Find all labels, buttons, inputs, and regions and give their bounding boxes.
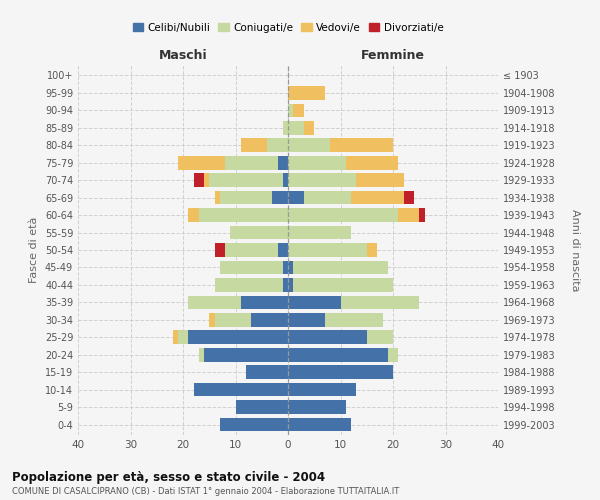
Bar <box>288 138 330 152</box>
Bar <box>215 313 251 326</box>
Legend: Celibi/Nubili, Coniugati/e, Vedovi/e, Divorziati/e: Celibi/Nubili, Coniugati/e, Vedovi/e, Di… <box>128 18 448 36</box>
Y-axis label: Anni di nascita: Anni di nascita <box>569 209 580 291</box>
Bar <box>288 208 398 222</box>
Bar <box>288 348 388 362</box>
Bar <box>215 278 283 291</box>
Bar <box>283 174 288 187</box>
Text: Maschi: Maschi <box>158 48 208 62</box>
Bar <box>367 243 377 257</box>
Bar <box>225 243 277 257</box>
Bar <box>288 156 346 170</box>
Bar <box>241 138 267 152</box>
Bar <box>325 313 383 326</box>
Bar <box>356 174 404 187</box>
Bar <box>293 278 393 291</box>
Bar <box>188 208 199 222</box>
Bar <box>283 121 288 134</box>
Bar <box>188 296 241 309</box>
Bar <box>277 156 288 170</box>
Bar <box>199 208 288 222</box>
Bar <box>398 208 419 222</box>
Bar <box>330 138 393 152</box>
Bar <box>173 330 178 344</box>
Bar <box>419 208 425 222</box>
Bar <box>267 138 288 152</box>
Bar <box>193 174 204 187</box>
Bar <box>288 330 367 344</box>
Bar <box>230 226 288 239</box>
Bar <box>288 400 346 414</box>
Bar <box>288 296 341 309</box>
Bar <box>209 313 215 326</box>
Bar <box>199 348 204 362</box>
Bar <box>178 156 225 170</box>
Bar <box>220 191 272 204</box>
Bar <box>288 174 356 187</box>
Bar <box>293 104 304 117</box>
Bar <box>204 348 288 362</box>
Bar <box>193 383 288 396</box>
Bar <box>246 366 288 379</box>
Bar <box>220 418 288 432</box>
Bar <box>251 313 288 326</box>
Bar <box>304 121 314 134</box>
Bar <box>283 260 288 274</box>
Bar <box>304 191 351 204</box>
Bar <box>283 278 288 291</box>
Bar <box>341 296 419 309</box>
Bar <box>404 191 414 204</box>
Y-axis label: Fasce di età: Fasce di età <box>29 217 39 283</box>
Bar <box>178 330 188 344</box>
Bar <box>225 156 277 170</box>
Bar <box>288 278 293 291</box>
Bar <box>388 348 398 362</box>
Bar <box>288 418 351 432</box>
Bar <box>367 330 393 344</box>
Bar <box>351 191 404 204</box>
Bar <box>288 226 351 239</box>
Bar <box>235 400 288 414</box>
Bar <box>204 174 209 187</box>
Bar <box>288 383 356 396</box>
Bar <box>288 366 393 379</box>
Text: Femmine: Femmine <box>361 48 425 62</box>
Bar <box>293 260 388 274</box>
Bar <box>277 243 288 257</box>
Bar <box>241 296 288 309</box>
Bar <box>346 156 398 170</box>
Bar <box>288 86 325 100</box>
Bar <box>188 330 288 344</box>
Text: COMUNE DI CASALCIPRANO (CB) - Dati ISTAT 1° gennaio 2004 - Elaborazione TUTTAITA: COMUNE DI CASALCIPRANO (CB) - Dati ISTAT… <box>12 487 399 496</box>
Bar <box>288 104 293 117</box>
Bar <box>288 260 293 274</box>
Text: Popolazione per età, sesso e stato civile - 2004: Popolazione per età, sesso e stato civil… <box>12 471 325 484</box>
Bar <box>288 313 325 326</box>
Bar <box>288 243 367 257</box>
Bar <box>272 191 288 204</box>
Bar <box>215 191 220 204</box>
Bar <box>209 174 283 187</box>
Bar <box>215 243 225 257</box>
Bar <box>220 260 283 274</box>
Bar <box>288 191 304 204</box>
Bar <box>288 121 304 134</box>
